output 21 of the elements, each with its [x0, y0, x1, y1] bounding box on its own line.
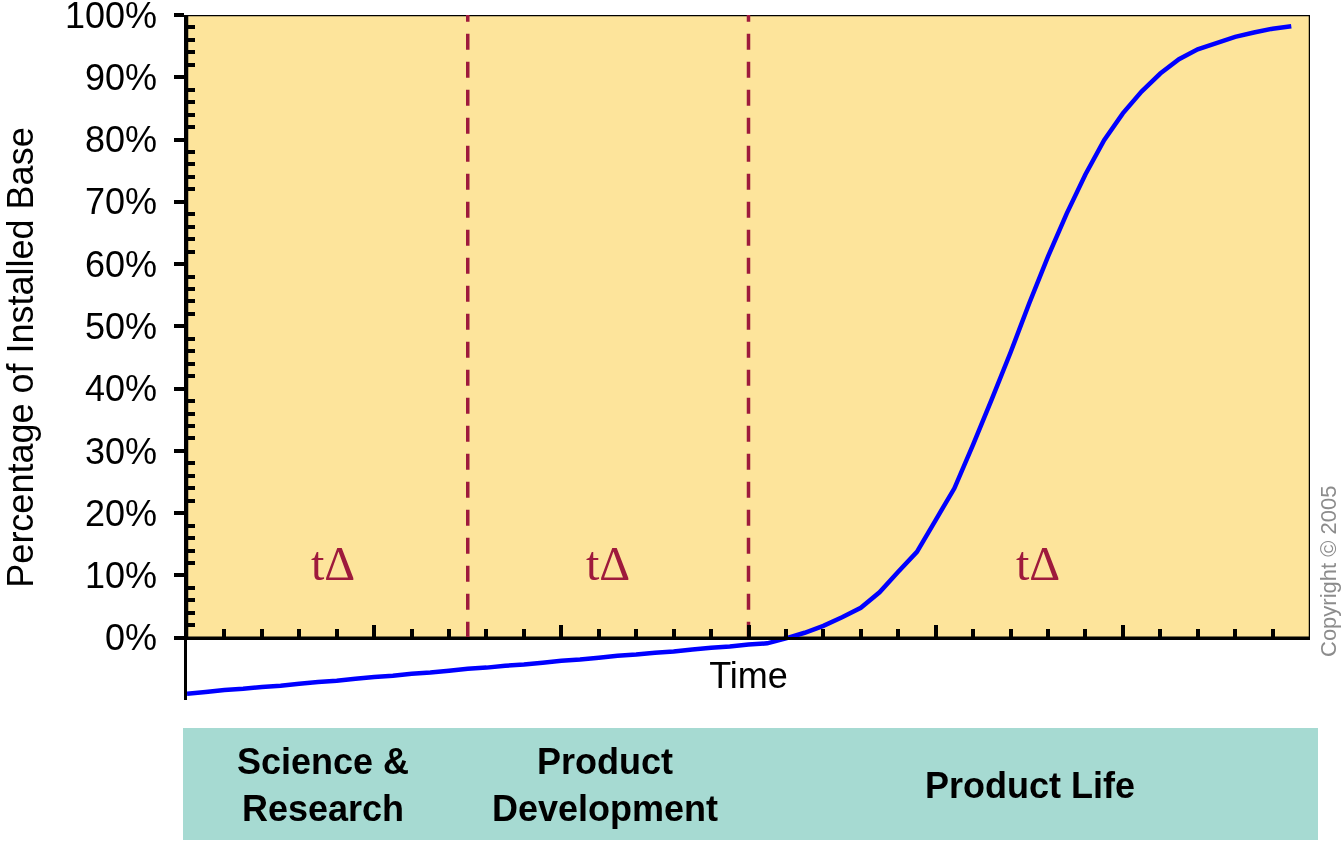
annotation: tΔ — [1016, 537, 1061, 590]
line-series — [187, 23, 1294, 697]
x-axis-title: Time — [709, 655, 788, 697]
y-tick-label: 10% — [84, 555, 158, 597]
y-tick-label: 70% — [84, 181, 158, 223]
text: Science & Research — [237, 741, 410, 829]
y-tick-label: 60% — [84, 243, 158, 285]
y-tick-label: 50% — [84, 305, 158, 347]
y-tick-label: 90% — [84, 56, 158, 98]
y-tick-label: 30% — [84, 430, 158, 472]
text: Product Life — [925, 765, 1136, 806]
y-tick-label: 40% — [84, 368, 158, 410]
y-tick-label: 100% — [64, 0, 158, 36]
y-axis-title: Percentage of Installed Base — [0, 127, 41, 588]
annotation: tΔ — [586, 537, 631, 590]
annotation: tΔ — [311, 537, 356, 590]
y-tick-label: 80% — [84, 119, 158, 161]
text: Product Development — [492, 741, 719, 829]
y-tick-label: 0% — [105, 617, 158, 659]
text: Copyright © 2005 — [1316, 485, 1341, 657]
y-tick-label: 20% — [84, 492, 158, 534]
